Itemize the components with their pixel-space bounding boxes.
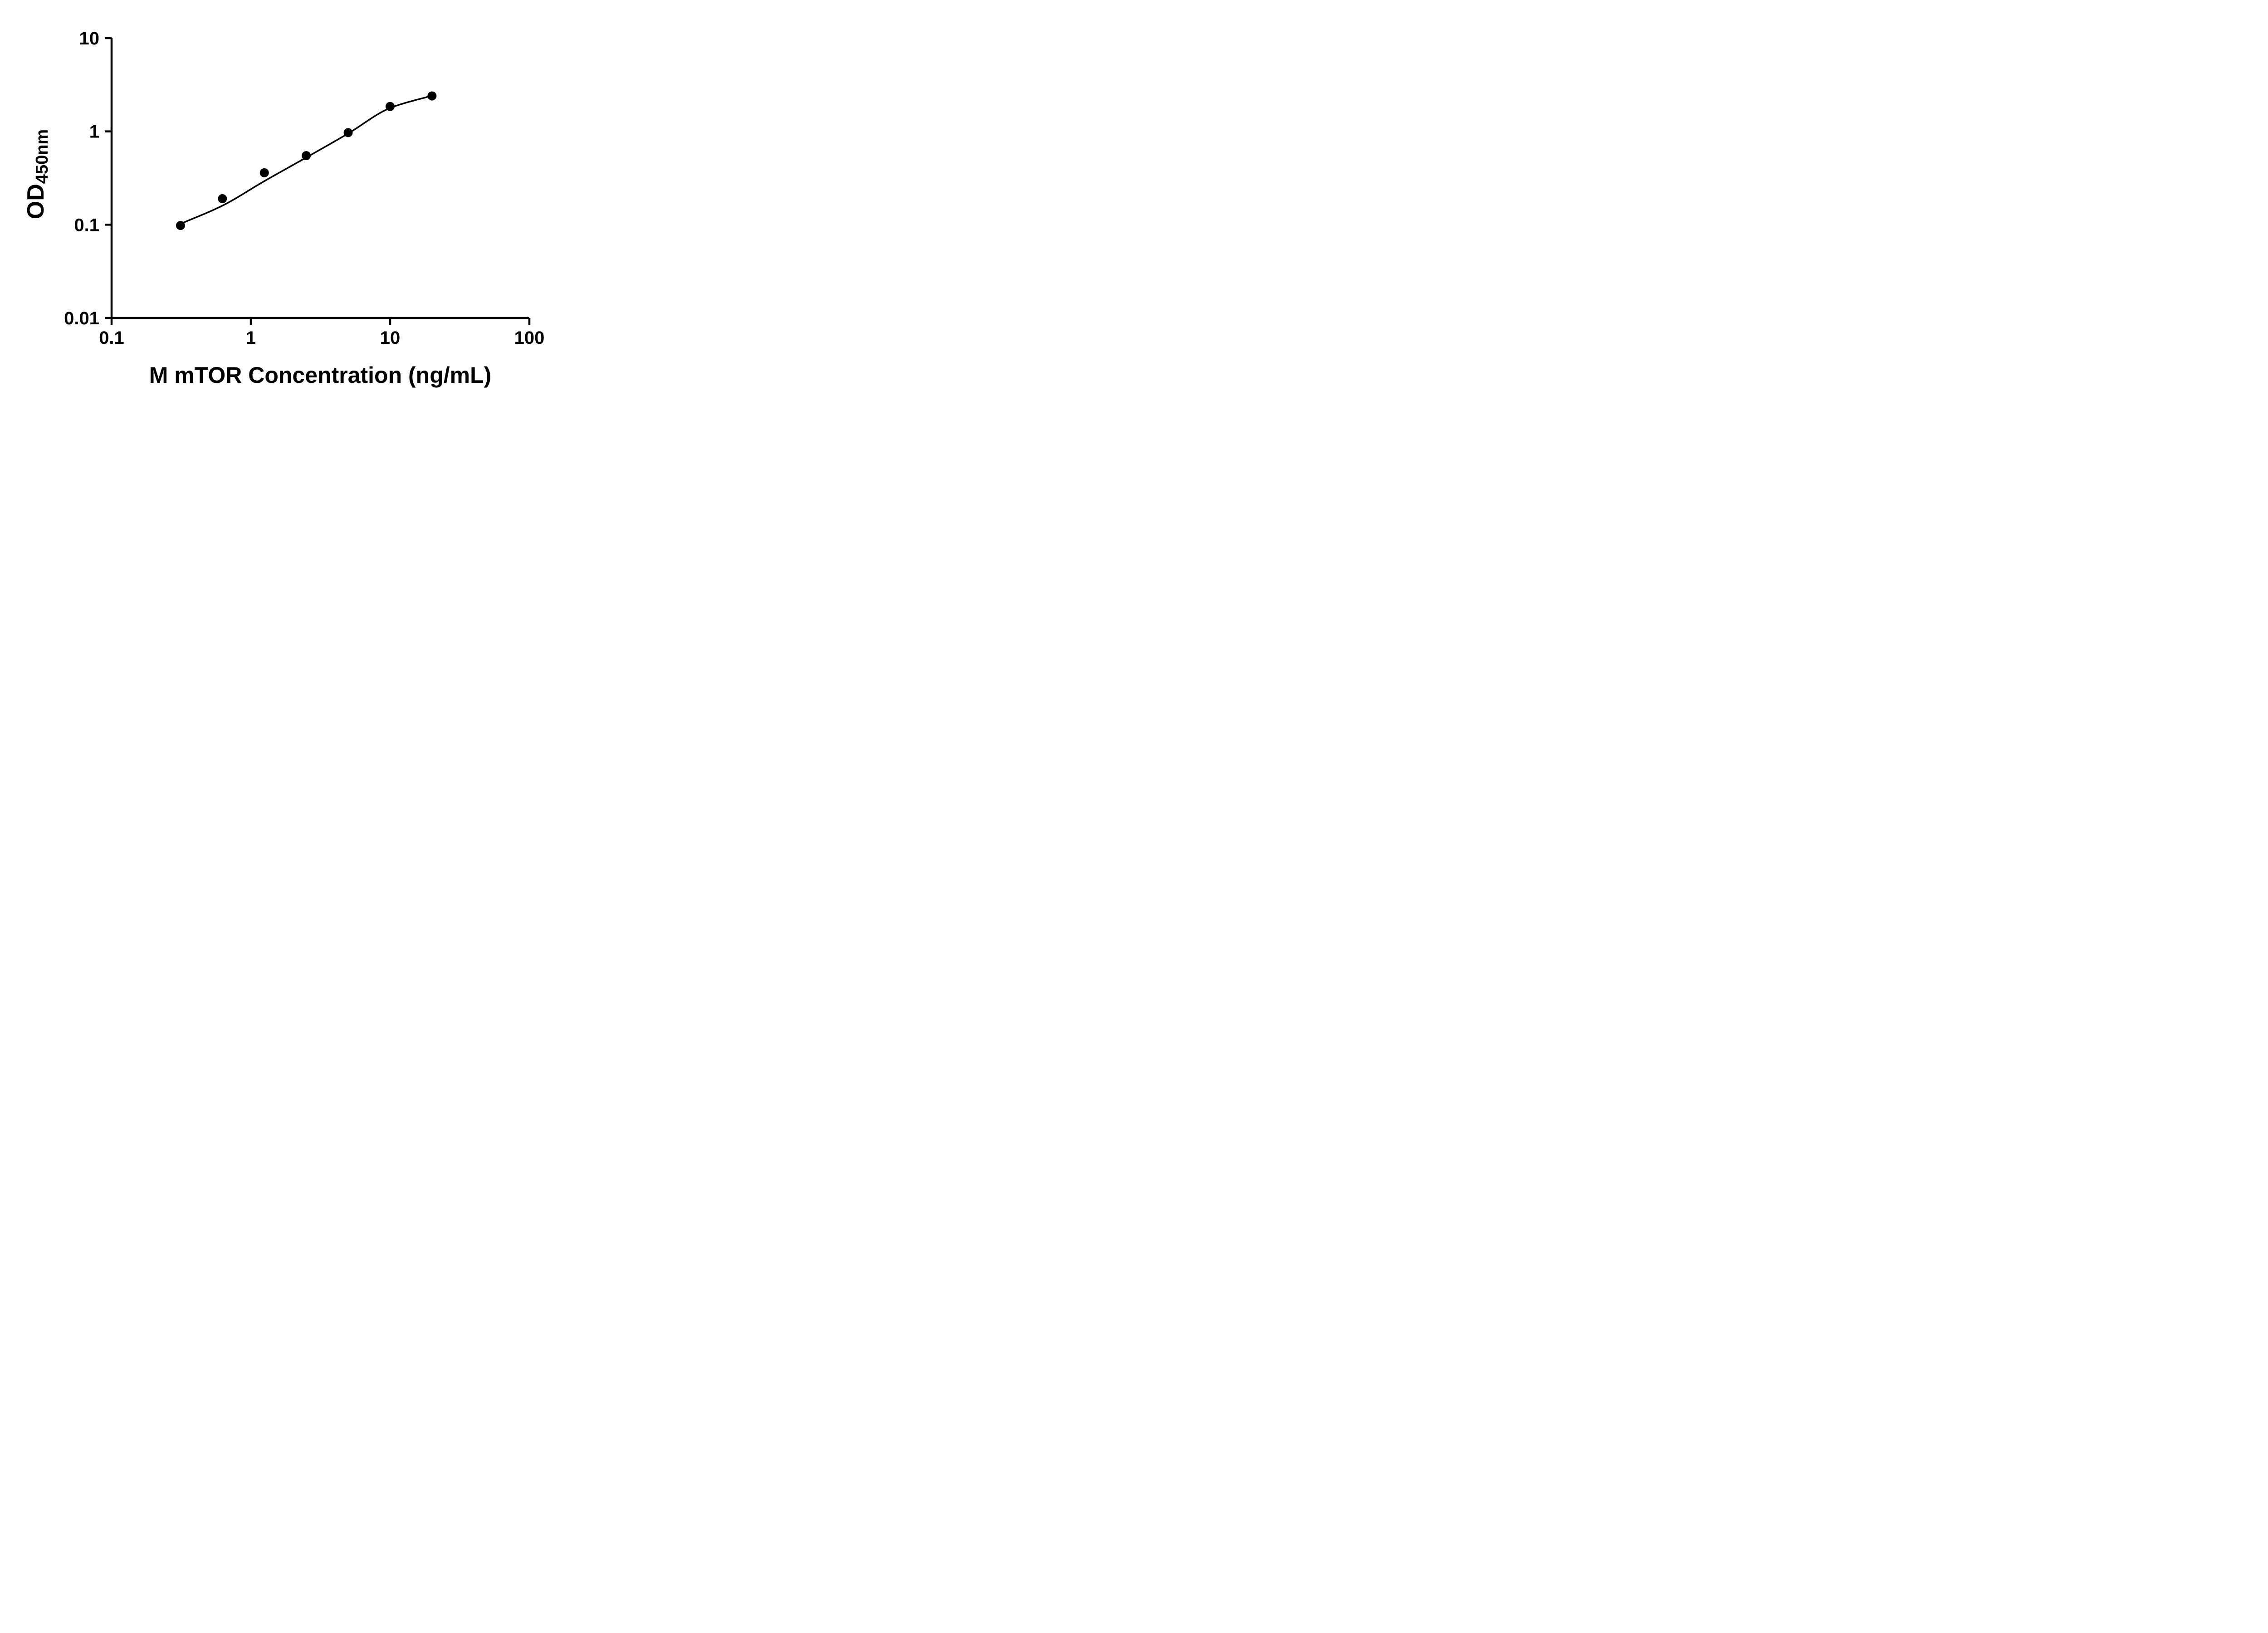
y-tick-label: 1: [89, 122, 99, 142]
data-point: [343, 128, 353, 137]
y-tick-label: 10: [79, 29, 100, 49]
x-tick-label: 1: [246, 328, 256, 348]
data-point: [259, 168, 269, 177]
y-axis-title-main: OD: [23, 184, 49, 220]
x-tick-label: 0.1: [99, 328, 124, 348]
data-point: [218, 194, 227, 203]
y-tick-label: 0.01: [64, 308, 99, 328]
elisa-standard-curve-figure: 0.1 1 10 100 0.01 0.1 1 10 OD450nm M mTOR Conce…: [0, 0, 583, 408]
data-point: [427, 91, 437, 101]
data-point: [176, 221, 185, 230]
y-axis-title-subscript: 450nm: [33, 129, 52, 184]
y-tick-label: 0.1: [74, 215, 99, 235]
x-tick-label: 100: [514, 328, 545, 348]
data-point: [302, 151, 311, 161]
data-point: [386, 102, 395, 111]
axes-frame: [110, 38, 529, 319]
x-tick-label: 10: [380, 328, 401, 348]
y-axis-title: OD450nm: [22, 129, 52, 220]
x-axis-title: M mTOR Concentration (ng/mL): [149, 362, 492, 388]
